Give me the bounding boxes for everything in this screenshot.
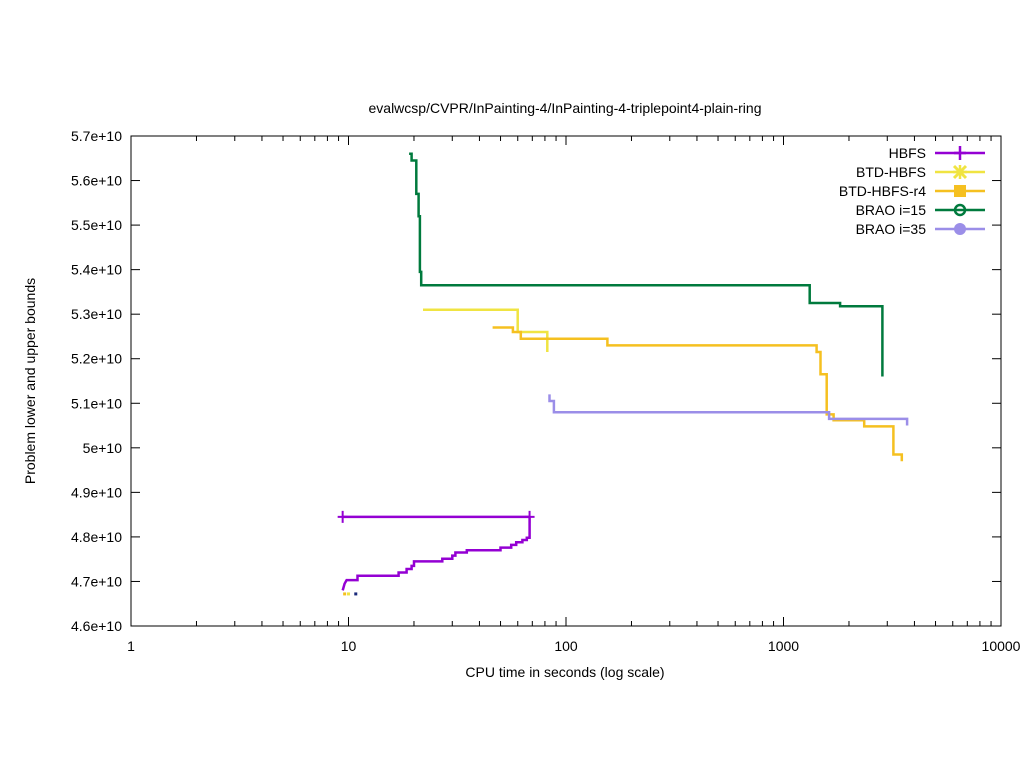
series-brao-i-35-line [548,394,909,426]
series-layer [337,152,909,596]
series-btd-hbfs-r4-line [492,326,904,462]
y-tick-label: 5.2e+10 [71,351,122,367]
y-tick-label: 5.1e+10 [71,395,122,411]
y-tick-label: 5.6e+10 [71,173,122,189]
series-brao-i-15-line [409,152,884,377]
legend-marker-brao-i-15 [953,203,967,217]
legend-marker-btd-hbfs-r4 [954,185,966,197]
legend-label-btd-hbfs: BTD-HBFS [856,164,926,180]
legend: HBFS BTD-HBFS BTD-HBFS-r4 BRAO i=15 BRAO i=3… [839,145,985,237]
chart-title: evalwcsp/CVPR/InPainting-4/InPainting-4-… [369,100,762,116]
x-tick-label: 1 [127,638,135,654]
extra-mark [347,592,350,596]
y-tick-label: 4.8e+10 [71,529,122,545]
legend-label-btd-hbfs-r4: BTD-HBFS-r4 [839,183,926,199]
x-tick-label: 10000 [982,638,1021,654]
y-tick-label: 4.7e+10 [71,573,122,589]
x-tick-label: 1000 [768,638,799,654]
y-tick-label: 5.5e+10 [71,217,122,233]
y-tick-label: 5.7e+10 [71,128,122,144]
y-axis: 4.6e+10 4.7e+10 4.8e+10 4.9e+10 5e+10 5.1e+10… [71,128,1001,634]
y-tick-label: 5.4e+10 [71,262,122,278]
y-tick-label: 5e+10 [83,440,123,456]
y-tick-label: 5.3e+10 [71,306,122,322]
legend-label-brao-i-15: BRAO i=15 [856,202,927,218]
y-tick-label: 4.9e+10 [71,484,122,500]
legend-label-hbfs: HBFS [889,145,926,161]
x-axis: 1 10 100 1000 10000 [127,136,1021,654]
extra-mark [354,592,358,596]
series-hbfs-lower-line [341,516,531,591]
x-axis-label: CPU time in seconds (log scale) [465,664,664,680]
x-tick-label: 100 [554,638,578,654]
legend-label-brao-i-35: BRAO i=35 [856,221,927,237]
legend-marker-brao-i-35 [954,223,966,235]
y-tick-label: 4.6e+10 [71,618,122,634]
extra-mark [343,592,347,596]
x-tick-label: 10 [341,638,357,654]
y-axis-label: Problem lower and upper bounds [22,278,38,484]
